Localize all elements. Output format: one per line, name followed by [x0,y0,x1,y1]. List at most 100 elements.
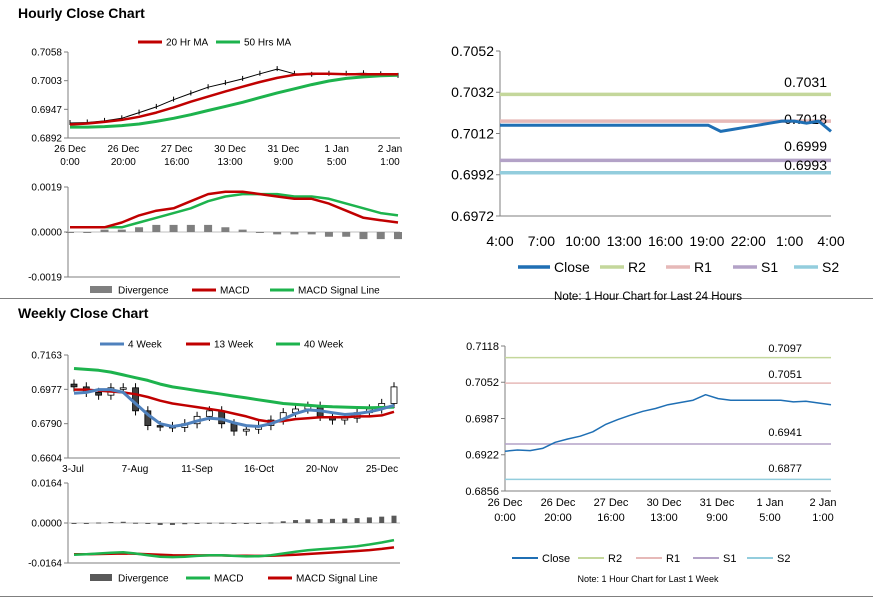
weekly-levels-s1-value: 0.6941 [768,427,802,439]
weekly-levels-xtick-date: 2 Jan [810,497,837,509]
hourly-price-legend-ma50-label: 50 Hrs MA [244,38,292,49]
weekly-price-candle-body [205,410,213,417]
weekly-macd-divergence-bar [83,523,89,524]
hourly-macd-divergence-bar [290,232,299,235]
hourly-macd-ytick-label: 0.0019 [31,183,62,194]
weekly-levels-note: Note: 1 Hour Chart for Last 1 Week [578,574,719,584]
weekly-price-xtick-label: 7-Aug [122,464,149,475]
weekly-levels-xtick-date: 26 Dec [488,497,523,509]
hourly-price-xtick-time: 16:00 [164,157,189,168]
weekly-levels-close-line [504,393,832,452]
hourly-levels-note: Note: 1 Hour Chart for Last 24 Hours [554,291,742,303]
weekly-macd-divergence-bar [182,523,188,525]
hourly-levels-xtick-label: 7:00 [528,233,555,249]
hourly-price-xtick-time: 9:00 [274,157,294,168]
weekly-price-candle-body [156,425,164,428]
weekly-macd-divergence-bar [206,522,212,524]
weekly-macd-divergence-bar [280,521,286,523]
weekly-macd-divergence-bar [145,523,151,524]
weekly-levels-xtick-date: 1 Jan [757,497,784,509]
hourly-levels-ytick-label: 0.6972 [451,208,494,224]
hourly-macd-divergence-bar [100,229,109,232]
hourly-price-ytick-label: 0.6947 [31,105,62,116]
weekly-price-xtick-label: 3-Jul [62,464,84,475]
hourly-levels-xtick-label: 4:00 [486,233,513,249]
hourly-price-xtick-date: 27 Dec [161,144,193,155]
hourly-levels-xtick-label: 13:00 [607,233,642,249]
weekly-macd-legend-macd-label: MACD [214,574,243,585]
hourly-levels-legend-s2-label: S2 [822,259,839,275]
weekly-macd-divergence-bar [194,523,200,524]
hourly-levels-s2-value: 0.6993 [784,157,827,173]
hourly-macd-signal-line [70,192,399,229]
weekly-macd-ytick-label: 0.0164 [31,479,62,490]
weekly-macd-divergence-bar [133,522,139,524]
weekly-macd-divergence-bar [231,523,237,524]
weekly-macd-chart: 0.0164 0.0000 -0.0164 Divergence MACD MACD Si… [28,479,400,585]
weekly-levels-xtick-time: 13:00 [650,512,678,524]
weekly-macd-legend-divergence-swatch [90,574,112,581]
hourly-levels-chart: 0.70520.70320.70120.69920.69720.70310.70… [451,43,845,303]
hourly-levels-legend-s1-label: S1 [761,259,778,275]
hourly-levels-xtick-label: 19:00 [689,233,724,249]
hourly-levels-ytick-label: 0.7032 [451,84,494,100]
weekly-price-w4-line [73,388,395,428]
hourly-levels-s1-value: 0.6999 [784,138,827,154]
weekly-levels-ytick-label: 0.6987 [465,413,499,425]
weekly-levels-chart: 0.7118 0.7052 0.6987 0.6922 0.6856 0.7097 0.70… [465,341,836,584]
hourly-levels-xtick-label: 10:00 [565,233,600,249]
hourly-macd-legend-divergence-swatch [90,286,112,293]
hourly-price-ma50-line [70,73,399,129]
weekly-price-ytick-label: 0.7163 [31,351,62,362]
hourly-price-xtick-date: 2 Jan [378,144,402,155]
weekly-macd-divergence-bar [354,518,360,523]
weekly-macd-divergence-bar [96,522,102,524]
weekly-price-xtick-label: 20-Nov [306,464,338,475]
weekly-price-xtick-label: 16-Oct [244,464,274,475]
hourly-price-ma20-line [69,72,398,126]
hourly-macd-divergence-bar [186,224,195,232]
hourly-macd-divergence-bar [359,232,368,240]
weekly-levels-s2-value: 0.6877 [768,463,802,475]
weekly-macd-divergence-bar [169,523,175,525]
weekly-price-candle-body [230,423,238,432]
weekly-macd-divergence-bar [317,519,323,523]
weekly-levels-xtick-time: 0:00 [494,512,515,524]
hourly-price-ytick-label: 0.6892 [31,134,62,145]
weekly-price-candle-body [218,410,226,425]
weekly-price-candle-body [119,387,127,390]
weekly-price-legend-w40-label: 40 Week [304,340,344,351]
weekly-levels-xtick-date: 27 Dec [594,497,629,509]
weekly-levels-legend-r1-label: R1 [666,553,680,565]
hourly-macd-divergence-bar [273,232,282,235]
hourly-macd-divergence-bar [324,232,333,237]
hourly-levels-xtick-label: 4:00 [817,233,844,249]
weekly-levels-xtick-date: 30 Dec [647,497,682,509]
weekly-price-ytick-label: 0.6790 [31,419,62,430]
hourly-levels-ytick-label: 0.7052 [451,43,494,59]
hourly-macd-macd-line [70,190,399,229]
weekly-section-title: Weekly Close Chart [18,305,149,321]
hourly-macd-divergence-bar [394,232,402,240]
weekly-macd-divergence-bar [71,523,77,524]
hourly-levels-ytick-label: 0.7012 [451,125,494,141]
weekly-macd-divergence-bar [342,518,348,523]
hourly-levels-r2-value: 0.7031 [784,74,827,90]
hourly-levels-legend-close-label: Close [554,259,590,275]
hourly-macd-chart: 0.0019 0.0000 -0.0019 Divergence MACD MACD Si… [28,183,402,297]
weekly-levels-xtick-time: 1:00 [812,512,833,524]
hourly-price-legend-ma20-label: 20 Hr MA [166,38,209,49]
hourly-macd-divergence-bar [376,232,385,240]
weekly-price-candle-body [95,392,103,396]
hourly-levels-legend-r1-label: R1 [694,259,712,275]
weekly-levels-ytick-label: 0.7118 [466,341,499,353]
weekly-levels-legend-close-label: Close [542,553,570,565]
hourly-macd-divergence-bar [307,232,316,235]
weekly-price-legend-w4-label: 4 Week [128,340,163,351]
weekly-price-w13-line [74,388,395,424]
weekly-price-candle-body [70,383,78,388]
weekly-macd-legend-divergence-label: Divergence [118,574,169,585]
